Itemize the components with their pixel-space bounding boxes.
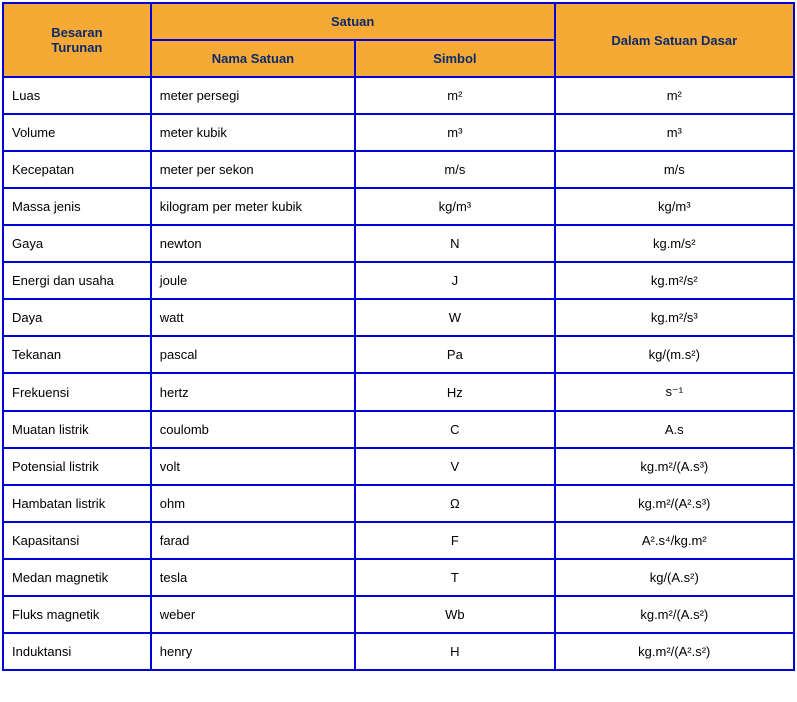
cell-nama-satuan: volt — [151, 448, 355, 485]
cell-nama-satuan: tesla — [151, 559, 355, 596]
cell-simbol: H — [355, 633, 554, 670]
table-row: TekananpascalPakg/(m.s²) — [3, 336, 794, 373]
table-row: Massa jeniskilogram per meter kubikkg/m³… — [3, 188, 794, 225]
table-row: Luasmeter persegim²m² — [3, 77, 794, 114]
cell-simbol: Pa — [355, 336, 554, 373]
cell-besaran: Fluks magnetik — [3, 596, 151, 633]
cell-nama-satuan: meter persegi — [151, 77, 355, 114]
cell-simbol: Wb — [355, 596, 554, 633]
cell-dasar: kg/(A.s²) — [555, 559, 794, 596]
header-satuan-group: Satuan — [151, 3, 555, 40]
cell-dasar: kg.m²/(A².s²) — [555, 633, 794, 670]
cell-simbol: V — [355, 448, 554, 485]
cell-nama-satuan: hertz — [151, 373, 355, 411]
cell-dasar: kg.m²/s² — [555, 262, 794, 299]
cell-besaran: Kecepatan — [3, 151, 151, 188]
table-row: Muatan listrikcoulombCA.s — [3, 411, 794, 448]
cell-nama-satuan: weber — [151, 596, 355, 633]
cell-besaran: Gaya — [3, 225, 151, 262]
cell-simbol: kg/m³ — [355, 188, 554, 225]
cell-besaran: Daya — [3, 299, 151, 336]
cell-nama-satuan: kilogram per meter kubik — [151, 188, 355, 225]
cell-besaran: Tekanan — [3, 336, 151, 373]
cell-besaran: Medan magnetik — [3, 559, 151, 596]
cell-besaran: Potensial listrik — [3, 448, 151, 485]
cell-dasar: s⁻¹ — [555, 373, 794, 411]
cell-nama-satuan: newton — [151, 225, 355, 262]
cell-simbol: J — [355, 262, 554, 299]
cell-nama-satuan: meter kubik — [151, 114, 355, 151]
cell-dasar: A².s⁴/kg.m² — [555, 522, 794, 559]
cell-nama-satuan: ohm — [151, 485, 355, 522]
table-row: Energi dan usahajouleJkg.m²/s² — [3, 262, 794, 299]
header-besaran: Besaran Turunan — [3, 3, 151, 77]
cell-simbol: W — [355, 299, 554, 336]
table-row: GayanewtonNkg.m/s² — [3, 225, 794, 262]
cell-besaran: Induktansi — [3, 633, 151, 670]
cell-dasar: A.s — [555, 411, 794, 448]
table-row: KapasitansifaradFA².s⁴/kg.m² — [3, 522, 794, 559]
cell-dasar: kg.m²/(A.s²) — [555, 596, 794, 633]
cell-nama-satuan: coulomb — [151, 411, 355, 448]
cell-dasar: kg.m²/(A.s³) — [555, 448, 794, 485]
table-row: DayawattWkg.m²/s³ — [3, 299, 794, 336]
cell-dasar: m³ — [555, 114, 794, 151]
cell-dasar: kg.m/s² — [555, 225, 794, 262]
table-row: Fluks magnetikweberWbkg.m²/(A.s²) — [3, 596, 794, 633]
cell-nama-satuan: farad — [151, 522, 355, 559]
cell-nama-satuan: pascal — [151, 336, 355, 373]
table-row: Potensial listrikvoltVkg.m²/(A.s³) — [3, 448, 794, 485]
derived-quantities-table: Besaran Turunan Satuan Dalam Satuan Dasa… — [2, 2, 795, 671]
cell-simbol: C — [355, 411, 554, 448]
cell-dasar: m/s — [555, 151, 794, 188]
header-besaran-line2: Turunan — [51, 40, 102, 55]
cell-nama-satuan: henry — [151, 633, 355, 670]
table-body: Luasmeter persegim²m²Volumemeter kubikm³… — [3, 77, 794, 670]
cell-dasar: kg/m³ — [555, 188, 794, 225]
cell-besaran: Frekuensi — [3, 373, 151, 411]
cell-dasar: kg.m²/(A².s³) — [555, 485, 794, 522]
cell-nama-satuan: watt — [151, 299, 355, 336]
cell-dasar: m² — [555, 77, 794, 114]
cell-besaran: Muatan listrik — [3, 411, 151, 448]
table-row: Kecepatanmeter per sekonm/sm/s — [3, 151, 794, 188]
cell-dasar: kg.m²/s³ — [555, 299, 794, 336]
header-nama-satuan: Nama Satuan — [151, 40, 355, 77]
header-besaran-line1: Besaran — [51, 25, 102, 40]
cell-simbol: T — [355, 559, 554, 596]
table-row: Medan magnetikteslaTkg/(A.s²) — [3, 559, 794, 596]
cell-dasar: kg/(m.s²) — [555, 336, 794, 373]
cell-besaran: Kapasitansi — [3, 522, 151, 559]
table-row: Hambatan listrikohmΩkg.m²/(A².s³) — [3, 485, 794, 522]
header-dasar: Dalam Satuan Dasar — [555, 3, 794, 77]
cell-besaran: Hambatan listrik — [3, 485, 151, 522]
cell-besaran: Massa jenis — [3, 188, 151, 225]
cell-besaran: Luas — [3, 77, 151, 114]
cell-simbol: N — [355, 225, 554, 262]
cell-simbol: Hz — [355, 373, 554, 411]
table-row: FrekuensihertzHzs⁻¹ — [3, 373, 794, 411]
table-header: Besaran Turunan Satuan Dalam Satuan Dasa… — [3, 3, 794, 77]
cell-simbol: F — [355, 522, 554, 559]
cell-simbol: m² — [355, 77, 554, 114]
cell-simbol: m/s — [355, 151, 554, 188]
cell-simbol: Ω — [355, 485, 554, 522]
header-simbol: Simbol — [355, 40, 554, 77]
cell-besaran: Volume — [3, 114, 151, 151]
cell-nama-satuan: meter per sekon — [151, 151, 355, 188]
table-row: Volumemeter kubikm³m³ — [3, 114, 794, 151]
table-row: InduktansihenryHkg.m²/(A².s²) — [3, 633, 794, 670]
cell-nama-satuan: joule — [151, 262, 355, 299]
cell-simbol: m³ — [355, 114, 554, 151]
cell-besaran: Energi dan usaha — [3, 262, 151, 299]
